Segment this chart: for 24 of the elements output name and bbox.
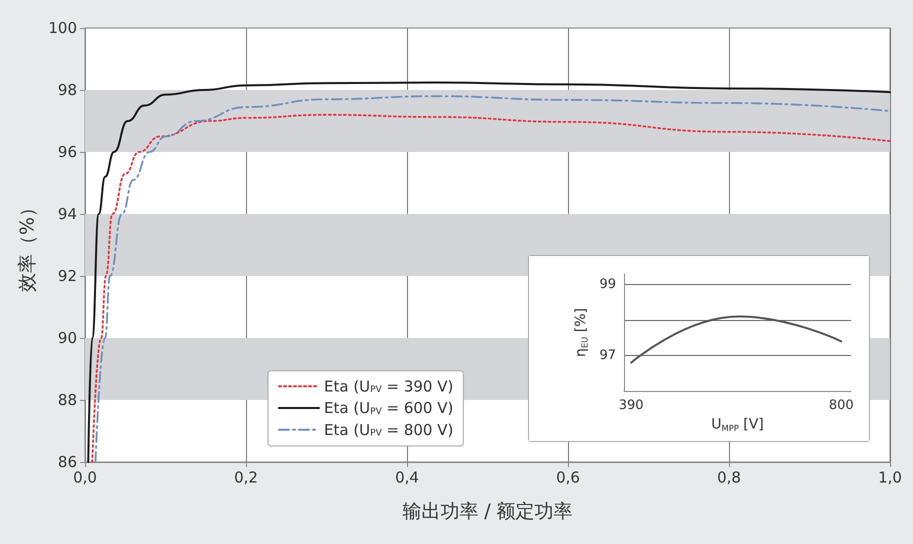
x-axis-title: 输出功率 / 额定功率 bbox=[402, 500, 573, 522]
legend-label: Eta (UPV = 600 V) bbox=[324, 399, 454, 417]
x-tick-label: 1,0 bbox=[878, 468, 902, 486]
x-tick-label: 390 bbox=[618, 398, 644, 413]
x-tick-label: 0,6 bbox=[556, 468, 580, 486]
x-tick-label: 0,4 bbox=[395, 468, 419, 486]
y-tick-label: 88 bbox=[58, 391, 77, 409]
y-tick-label: 100 bbox=[48, 19, 77, 37]
x-tick-label: 0,2 bbox=[234, 468, 258, 486]
y-tick-label: 96 bbox=[58, 143, 77, 161]
y-tick-label: 90 bbox=[58, 329, 77, 347]
y-axis-title: ηEU [%] bbox=[573, 308, 590, 357]
y-tick-label: 86 bbox=[58, 453, 77, 471]
y-tick-label: 97 bbox=[599, 348, 616, 364]
y-tick-label: 92 bbox=[58, 267, 77, 285]
x-tick-label: 0,0 bbox=[73, 468, 97, 486]
y-tick-label: 98 bbox=[58, 81, 77, 99]
legend-label: Eta (UPV = 800 V) bbox=[324, 420, 454, 439]
y-axis-title: 效率（%） bbox=[16, 198, 38, 292]
legend-label: Eta (UPV = 390 V) bbox=[324, 377, 454, 396]
x-tick-label: 800 bbox=[828, 398, 854, 413]
y-tick-label: 99 bbox=[599, 277, 616, 292]
x-tick-label: 0,8 bbox=[717, 468, 741, 486]
y-tick-label: 94 bbox=[58, 205, 77, 223]
